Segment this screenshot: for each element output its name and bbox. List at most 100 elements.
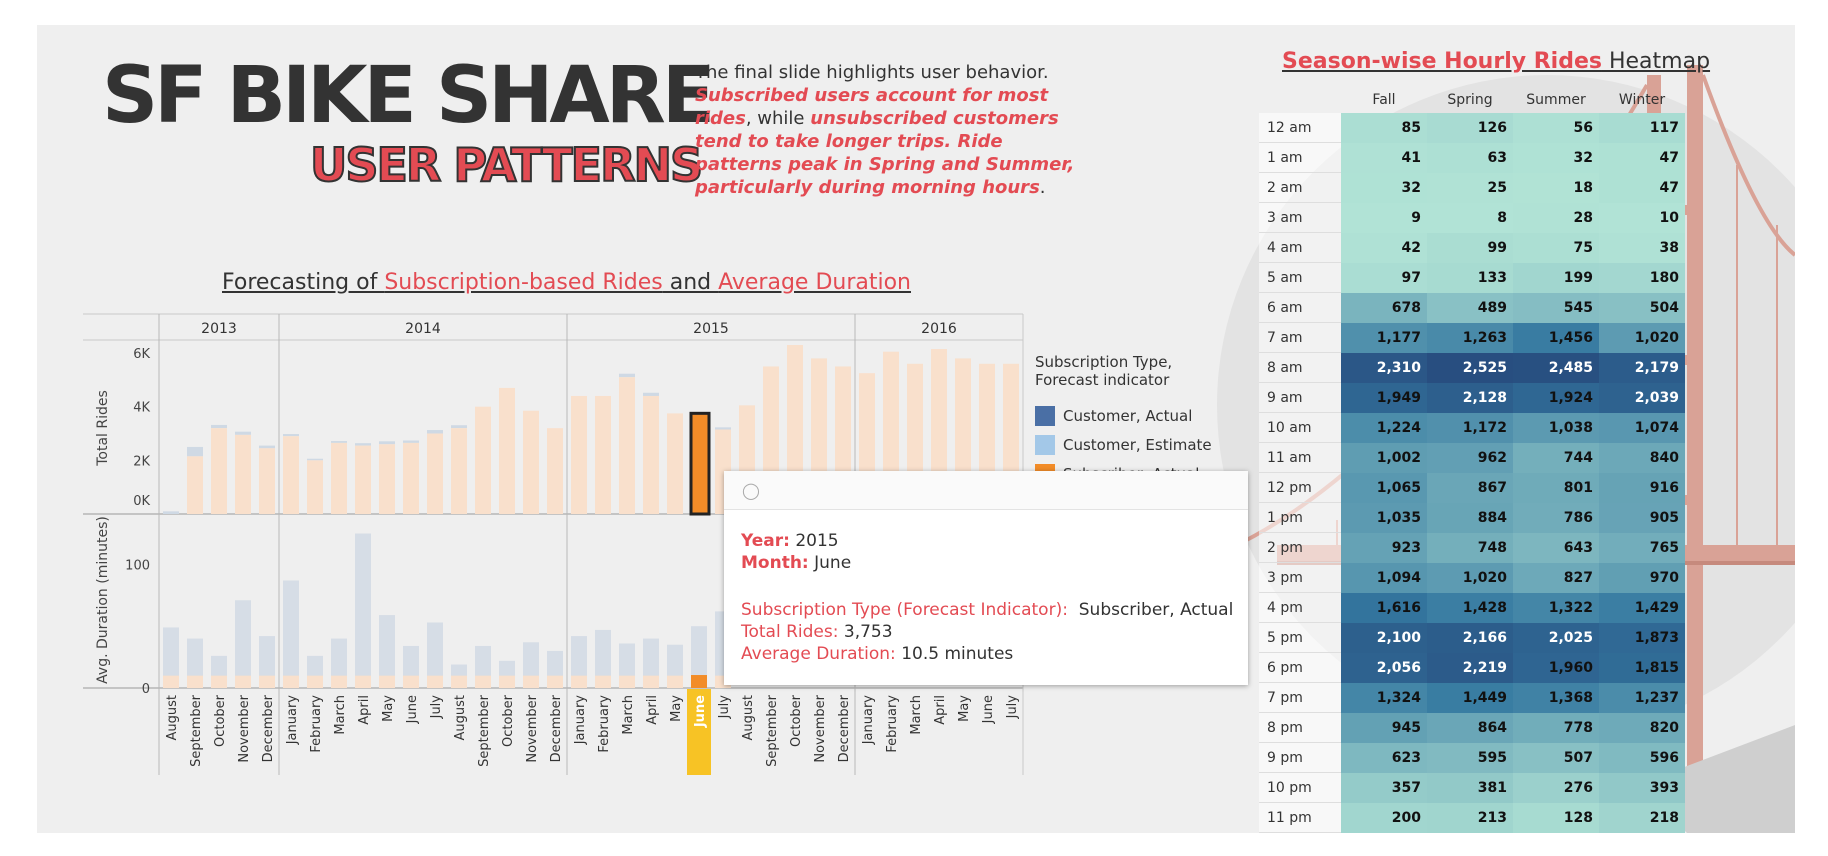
heatmap-cell[interactable]: 643 — [1513, 532, 1599, 563]
bar-duration-customer[interactable] — [331, 638, 347, 688]
month-label[interactable]: June — [693, 695, 708, 728]
month-label[interactable]: July — [1005, 695, 1020, 720]
bar-subscriber[interactable] — [595, 395, 611, 514]
heatmap-cell[interactable]: 1,177 — [1341, 322, 1427, 353]
month-label[interactable]: July — [429, 695, 444, 720]
bar-duration-subscriber[interactable] — [331, 675, 347, 688]
lightbulb-icon[interactable]: ◯ — [742, 481, 760, 500]
heatmap-cell[interactable]: 1,616 — [1341, 592, 1427, 623]
heatmap-cell[interactable]: 32 — [1513, 142, 1599, 173]
bar-subscriber[interactable] — [235, 434, 251, 514]
bar-duration-subscriber[interactable] — [379, 675, 395, 688]
bar-customer[interactable] — [307, 458, 323, 461]
heatmap-cell[interactable]: 489 — [1427, 292, 1513, 323]
month-label[interactable]: September — [477, 694, 492, 767]
bar-subscriber[interactable] — [379, 444, 395, 514]
bar-highlighted[interactable] — [689, 411, 711, 516]
bar-customer[interactable] — [211, 424, 227, 429]
heatmap-cell[interactable]: 884 — [1427, 502, 1513, 533]
bar-customer[interactable] — [403, 440, 419, 443]
month-label[interactable]: April — [933, 695, 948, 725]
heatmap-cell[interactable]: 200 — [1341, 802, 1427, 833]
heatmap-cell[interactable]: 128 — [1513, 802, 1599, 833]
heatmap-cell[interactable]: 1,322 — [1513, 592, 1599, 623]
bar-duration-subscriber[interactable] — [403, 675, 419, 688]
heatmap-cell[interactable]: 381 — [1427, 772, 1513, 803]
month-label[interactable]: June — [981, 695, 996, 724]
bar-duration-subscriber[interactable] — [595, 675, 611, 688]
heatmap-column-header[interactable]: Spring — [1447, 92, 1493, 108]
heatmap-cell[interactable]: 276 — [1513, 772, 1599, 803]
month-label[interactable]: May — [669, 695, 684, 722]
heatmap-cell[interactable]: 213 — [1427, 802, 1513, 833]
heatmap-cell[interactable]: 595 — [1427, 742, 1513, 773]
bar-duration-subscriber[interactable] — [547, 675, 563, 688]
bar-subscriber[interactable] — [187, 456, 203, 514]
bar-duration-subscriber[interactable] — [499, 675, 515, 688]
bar-subscriber[interactable] — [211, 428, 227, 514]
heatmap-cell[interactable]: 357 — [1341, 772, 1427, 803]
month-label[interactable]: February — [885, 695, 900, 753]
bar-duration-subscriber[interactable] — [283, 675, 299, 688]
heatmap-cell[interactable]: 1,924 — [1513, 382, 1599, 413]
bar-duration-subscriber[interactable] — [427, 675, 443, 688]
heatmap-cell[interactable]: 1,020 — [1427, 562, 1513, 593]
heatmap-cell[interactable]: 2,025 — [1513, 622, 1599, 653]
bar-duration-subscriber[interactable] — [571, 675, 587, 688]
legend-item[interactable]: Customer, Estimate — [1035, 430, 1212, 459]
bar-subscriber[interactable] — [403, 442, 419, 514]
month-label[interactable]: January — [573, 695, 588, 746]
heatmap-cell[interactable]: 180 — [1599, 262, 1685, 293]
month-label[interactable]: July — [717, 695, 732, 720]
heatmap-cell[interactable]: 32 — [1341, 172, 1427, 203]
heatmap-column-header[interactable]: Winter — [1618, 92, 1666, 108]
heatmap-cell[interactable]: 801 — [1513, 472, 1599, 503]
year-label[interactable]: 2015 — [693, 321, 729, 337]
bar-subscriber[interactable] — [475, 406, 491, 514]
bar-customer[interactable] — [331, 441, 347, 443]
bar-duration-subscriber[interactable] — [667, 675, 683, 688]
heatmap-cell[interactable]: 905 — [1599, 502, 1685, 533]
heatmap-cell[interactable]: 63 — [1427, 142, 1513, 173]
bar-customer[interactable] — [235, 431, 251, 435]
heatmap-cell[interactable]: 38 — [1599, 232, 1685, 263]
heatmap-cell[interactable]: 1,429 — [1599, 592, 1685, 623]
heatmap-cell[interactable]: 1,428 — [1427, 592, 1513, 623]
heatmap-cell[interactable]: 1,873 — [1599, 622, 1685, 653]
month-label[interactable]: November — [525, 694, 540, 762]
bar-subscriber[interactable] — [427, 433, 443, 514]
bar-customer[interactable] — [643, 392, 659, 396]
heatmap-cell[interactable]: 678 — [1341, 292, 1427, 323]
month-label[interactable]: November — [813, 694, 828, 762]
heatmap-cell[interactable]: 2,039 — [1599, 382, 1685, 413]
heatmap-cell[interactable]: 1,020 — [1599, 322, 1685, 353]
bar-duration-customer[interactable] — [235, 600, 251, 688]
heatmap-cell[interactable]: 99 — [1427, 232, 1513, 263]
heatmap-cell[interactable]: 748 — [1427, 532, 1513, 563]
legend-item[interactable]: Customer, Actual — [1035, 401, 1212, 430]
heatmap-cell[interactable]: 117 — [1599, 113, 1685, 143]
bar-duration-customer[interactable] — [259, 636, 275, 688]
heatmap-cell[interactable]: 2,525 — [1427, 352, 1513, 383]
heatmap-cell[interactable]: 778 — [1513, 712, 1599, 743]
year-label[interactable]: 2014 — [405, 321, 441, 337]
bar-duration-subscriber[interactable] — [211, 675, 227, 688]
heatmap-cell[interactable]: 1,237 — [1599, 682, 1685, 713]
bar-duration-customer[interactable] — [427, 622, 443, 688]
month-label[interactable]: September — [189, 694, 204, 767]
bar-duration-subscriber[interactable] — [163, 675, 179, 688]
heatmap-cell[interactable]: 18 — [1513, 172, 1599, 203]
heatmap-cell[interactable]: 923 — [1341, 532, 1427, 563]
bar-duration-subscriber[interactable] — [235, 675, 251, 688]
heatmap-cell[interactable]: 85 — [1341, 113, 1427, 143]
heatmap-cell[interactable]: 41 — [1341, 142, 1427, 173]
month-label[interactable]: January — [861, 695, 876, 746]
heatmap-cell[interactable]: 9 — [1341, 202, 1427, 233]
bar-subscriber[interactable] — [547, 428, 563, 514]
bar-customer[interactable] — [355, 443, 371, 446]
heatmap-cell[interactable]: 1,368 — [1513, 682, 1599, 713]
heatmap-cell[interactable]: 1,002 — [1341, 442, 1427, 473]
month-label[interactable]: December — [261, 694, 276, 762]
bar-duration-customer[interactable] — [187, 638, 203, 688]
heatmap-cell[interactable]: 1,456 — [1513, 322, 1599, 353]
